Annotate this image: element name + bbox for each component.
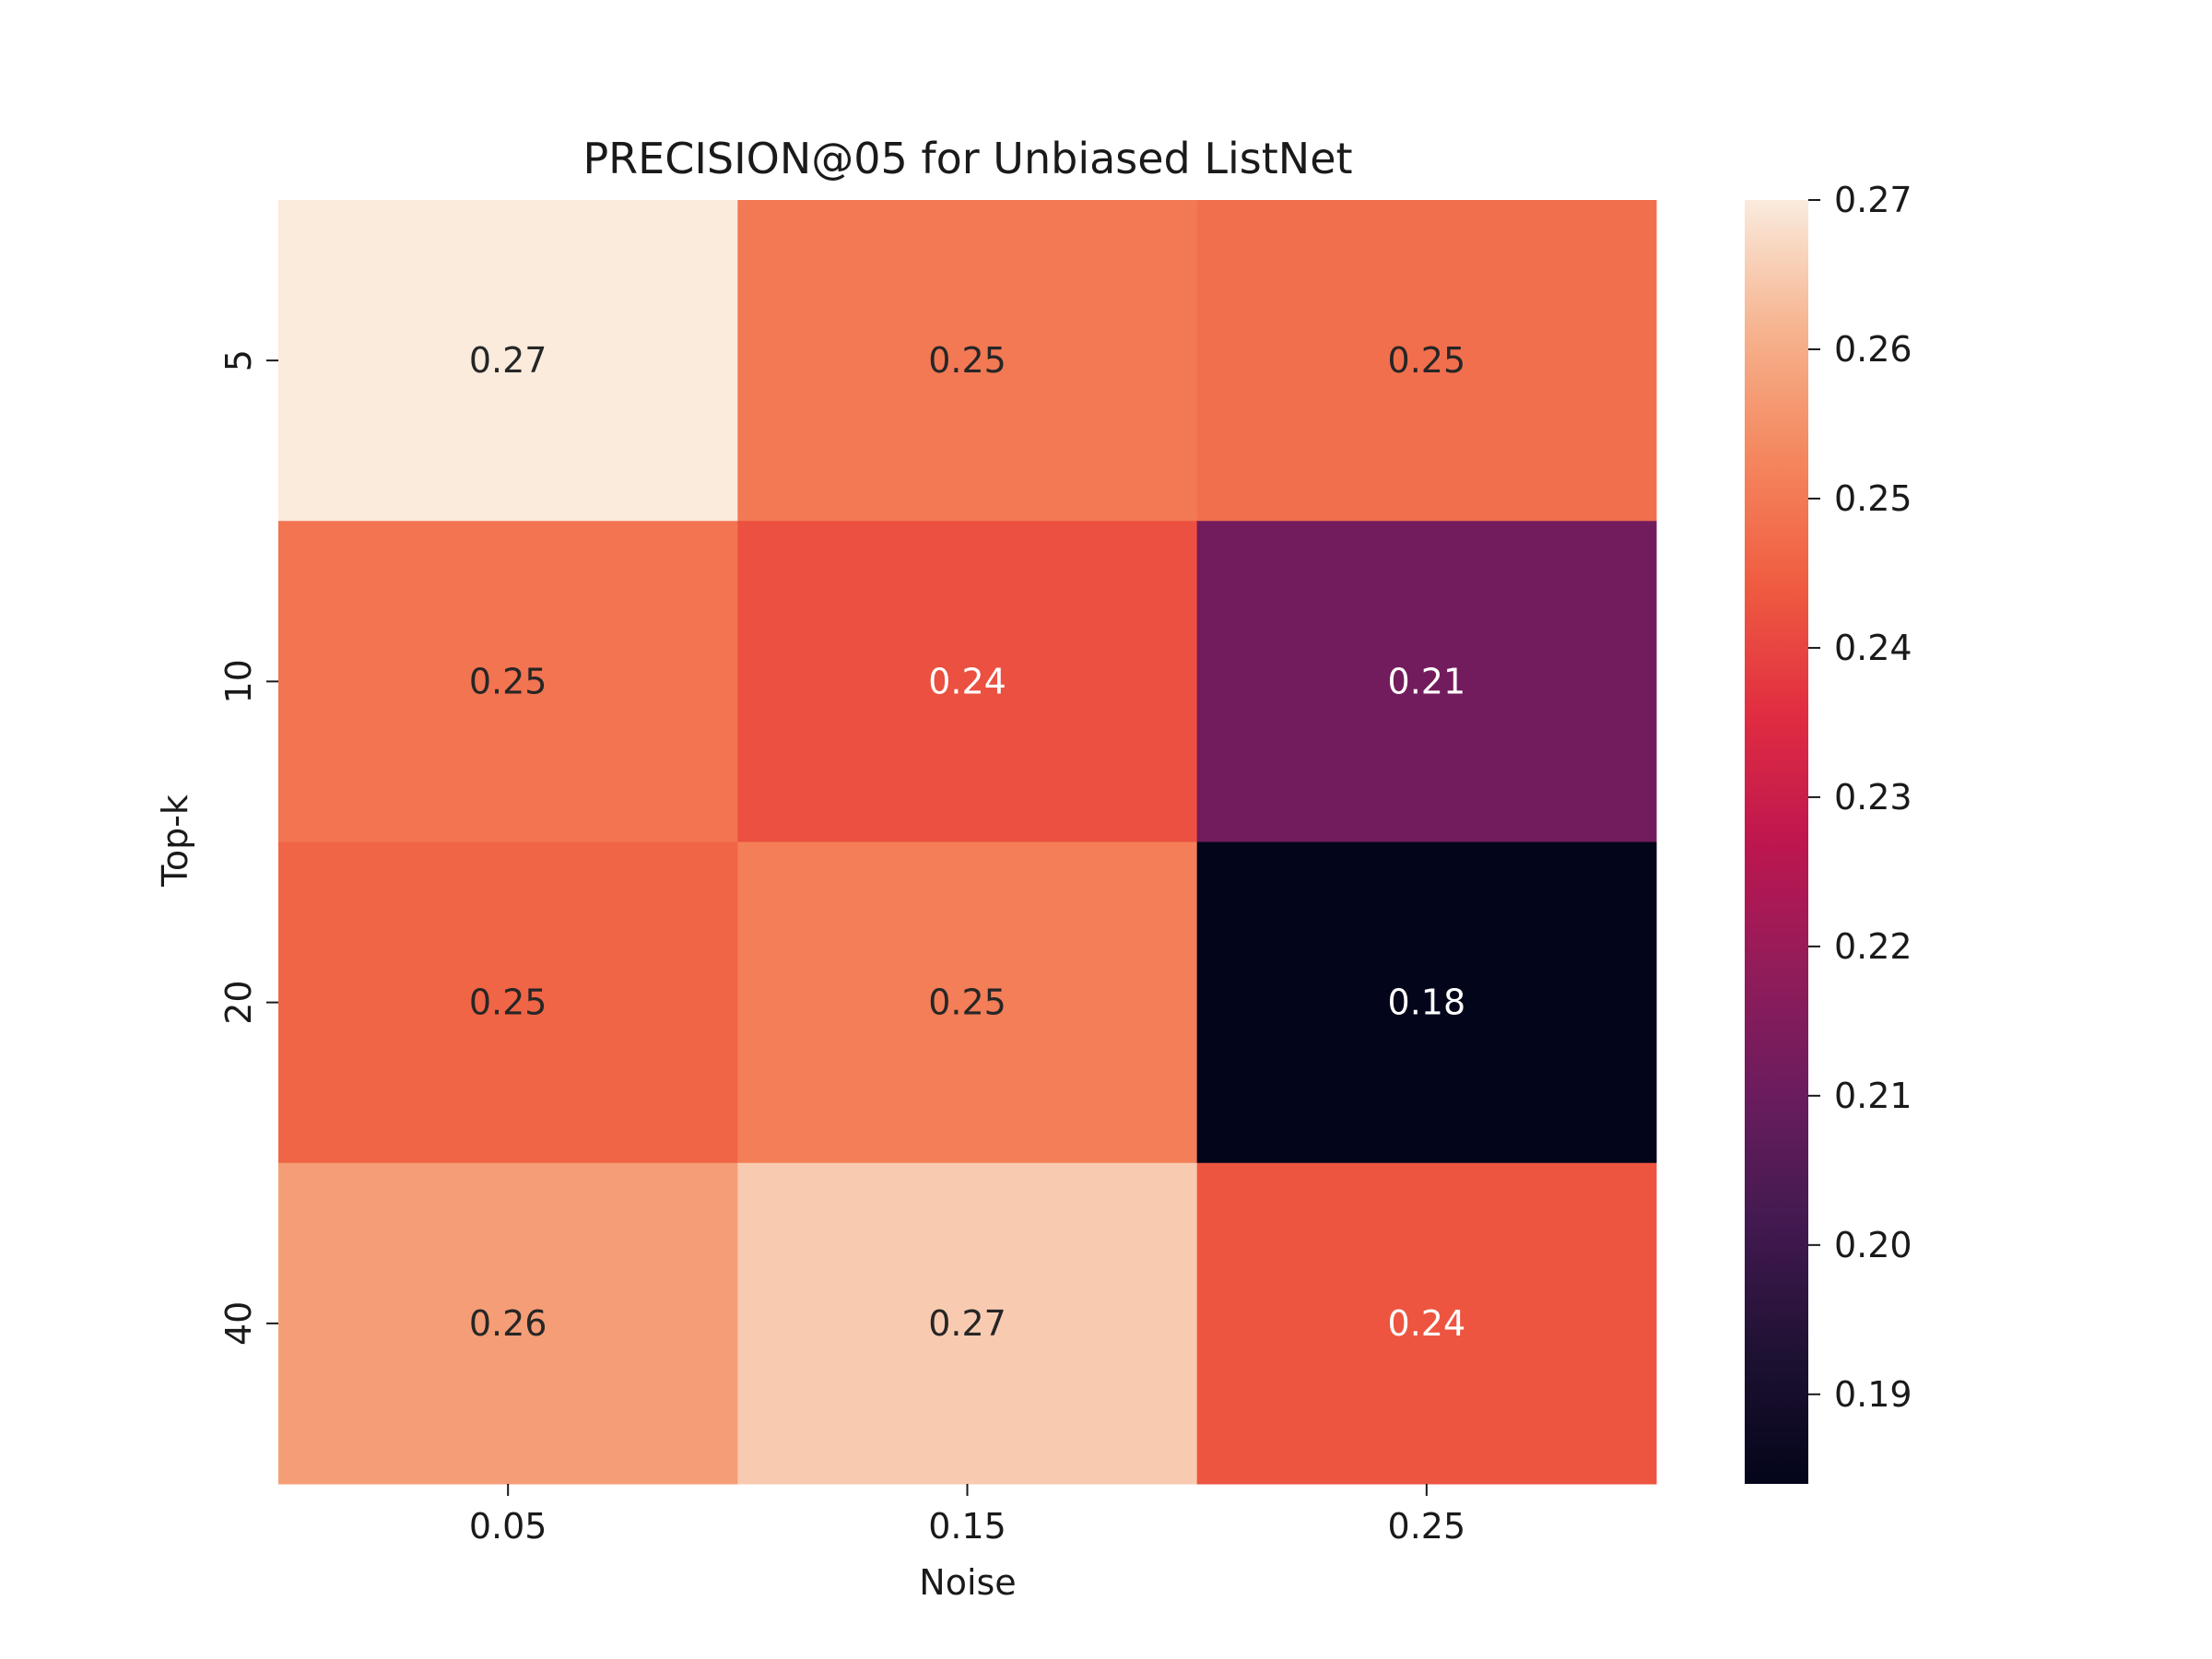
- cell-annotation: 0.18: [1388, 982, 1466, 1023]
- colorbar: 0.19 0.20 0.21 0.22 0.23 0.24 0.25 0.26 0.27: [1745, 180, 1912, 1484]
- cell-annotation: 0.25: [469, 661, 547, 701]
- cell-annotation: 0.25: [928, 340, 1006, 381]
- cell-annotation: 0.24: [1388, 1303, 1466, 1344]
- colorbar-tick-label: 0.24: [1834, 628, 1912, 668]
- heatmap-cell: [737, 1162, 1198, 1485]
- heatmap-cell: [737, 200, 1198, 522]
- x-tick-label: 0.05: [469, 1506, 547, 1547]
- cell-annotation: 0.21: [1388, 661, 1466, 701]
- cell-annotation: 0.25: [469, 982, 547, 1023]
- cell-annotation: 0.25: [928, 982, 1006, 1023]
- colorbar-tick-label: 0.27: [1834, 180, 1912, 220]
- cell-annotation: 0.26: [469, 1303, 547, 1344]
- x-tick-label: 0.15: [928, 1506, 1006, 1547]
- cell-annotations: 0.27 0.25 0.25 0.25 0.24 0.21 0.25 0.25 0.18 0.26…: [469, 340, 1465, 1344]
- colorbar-tick-label: 0.25: [1834, 478, 1912, 519]
- heatmap-cell: [1196, 841, 1657, 1164]
- heatmap-cell: [278, 200, 738, 522]
- y-tick-label: 40: [218, 1301, 259, 1346]
- colorbar-gradient: [1745, 200, 1808, 1484]
- heatmap-cell: [278, 1162, 738, 1485]
- x-axis: 0.05 0.15 0.25: [469, 1484, 1465, 1547]
- chart-title: PRECISION@05 for Unbiased ListNet: [582, 134, 1352, 183]
- cell-annotation: 0.25: [1388, 340, 1466, 381]
- cell-annotation: 0.24: [928, 661, 1006, 701]
- y-axis: 5 10 20 40: [218, 349, 278, 1346]
- x-tick-label: 0.25: [1388, 1506, 1466, 1547]
- y-tick-label: 5: [218, 349, 259, 371]
- heatmap-cell: [1196, 521, 1657, 842]
- colorbar-tick-label: 0.19: [1834, 1374, 1912, 1415]
- heatmap-cell: [737, 841, 1198, 1164]
- heatmap-cell: [278, 841, 738, 1164]
- colorbar-tick-label: 0.23: [1834, 777, 1912, 818]
- colorbar-tick-label: 0.20: [1834, 1225, 1912, 1265]
- heatmap-cell: [278, 521, 738, 842]
- colorbar-tick-label: 0.26: [1834, 329, 1912, 370]
- y-tick-label: 10: [218, 659, 259, 703]
- y-tick-label: 20: [218, 980, 259, 1024]
- colorbar-tick-label: 0.21: [1834, 1076, 1912, 1116]
- heatmap-cells: [278, 200, 1657, 1485]
- heatmap-cell: [1196, 200, 1657, 522]
- colorbar-tick-label: 0.22: [1834, 926, 1912, 967]
- y-axis-label: Top-k: [155, 794, 195, 888]
- cell-annotation: 0.27: [469, 340, 547, 381]
- heatmap-cell: [737, 521, 1198, 842]
- heatmap-cell: [1196, 1162, 1657, 1485]
- cell-annotation: 0.27: [928, 1303, 1006, 1344]
- x-axis-label: Noise: [919, 1562, 1016, 1603]
